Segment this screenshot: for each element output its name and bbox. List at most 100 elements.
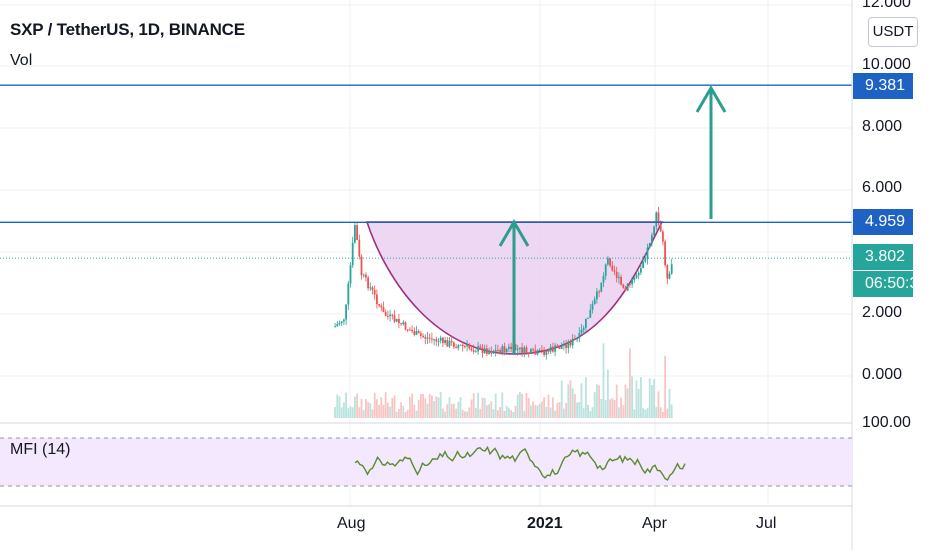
candle-body xyxy=(534,350,537,355)
volume-bar xyxy=(571,388,574,418)
volume-bar xyxy=(646,408,649,418)
candle-body xyxy=(452,342,455,348)
candle-body xyxy=(565,344,567,348)
candle-body xyxy=(490,351,493,354)
volume-bar xyxy=(567,384,570,418)
last-price-tag[interactable]: 3.802 xyxy=(853,244,913,270)
volume-bar xyxy=(492,409,495,418)
volume-bar xyxy=(538,403,541,418)
candle-body xyxy=(334,326,336,328)
candle-body xyxy=(435,339,438,342)
mfi-label[interactable]: MFI (14) xyxy=(10,441,71,458)
candle-body xyxy=(584,318,587,328)
candle-body xyxy=(562,344,565,346)
volume-bar xyxy=(551,397,554,418)
candle-body xyxy=(545,350,548,355)
candle-body xyxy=(395,318,398,322)
volume-bar xyxy=(635,380,638,418)
volume-bar xyxy=(565,402,567,418)
volume-label[interactable]: Vol xyxy=(10,52,33,69)
resistance-low-tag[interactable]: 4.959 xyxy=(853,209,913,235)
candle-body xyxy=(624,287,627,291)
price-label-6: 6.000 xyxy=(862,179,903,196)
volume-bar xyxy=(637,388,640,418)
volume-bar xyxy=(397,409,400,418)
candle-body xyxy=(554,345,556,352)
candle-body xyxy=(602,275,605,283)
candle-body xyxy=(369,287,372,289)
resistance-high-tag[interactable]: 9.381 xyxy=(853,73,913,99)
volume-bar xyxy=(369,403,372,418)
candle-body xyxy=(351,242,354,266)
mfi-line xyxy=(354,445,686,481)
volume-bar xyxy=(668,388,671,418)
volume-bar xyxy=(441,408,444,418)
volume-bar xyxy=(468,407,471,418)
volume-bar xyxy=(499,407,501,418)
target-arrows[interactable] xyxy=(498,85,727,354)
time-label-2021: 2021 xyxy=(527,515,563,532)
volume-bar xyxy=(573,394,576,418)
volume-bar xyxy=(353,396,356,418)
volume-bar xyxy=(340,407,343,418)
volume-bar xyxy=(598,385,600,418)
volume-bar xyxy=(413,404,416,418)
candle-body xyxy=(501,346,504,354)
price-label-0: 0.000 xyxy=(862,366,903,383)
candle-body xyxy=(525,347,528,353)
volume-bar xyxy=(617,407,620,418)
volume-bar xyxy=(620,397,622,418)
volume-bar xyxy=(529,405,532,418)
volume-bar xyxy=(444,411,446,418)
candle-body xyxy=(529,349,532,354)
candle-body xyxy=(595,291,598,300)
volume-bar xyxy=(606,369,609,418)
candle-body xyxy=(633,277,636,281)
candle-body xyxy=(455,347,457,349)
candle-body xyxy=(532,349,534,351)
candle-body xyxy=(655,212,658,227)
candle-body xyxy=(620,276,622,285)
volume-bar xyxy=(446,404,449,418)
volume-bar xyxy=(459,397,462,418)
symbol-title[interactable]: SXP / TetherUS, 1D, BINANCE xyxy=(10,20,245,39)
volume-bar xyxy=(664,355,666,418)
volume-bar xyxy=(578,402,581,418)
volume-bar xyxy=(435,396,438,418)
volume-bar xyxy=(642,408,644,418)
candle-body xyxy=(503,346,506,352)
volume-bar xyxy=(615,384,618,418)
candle-body xyxy=(626,283,629,291)
candle-body xyxy=(470,348,473,351)
volume-bar xyxy=(450,404,453,418)
candle-body xyxy=(481,347,484,354)
candle-body xyxy=(488,351,490,355)
volume-bar xyxy=(351,407,354,418)
candle-body xyxy=(400,323,402,325)
candle-body xyxy=(367,277,369,289)
candle-body xyxy=(479,346,482,348)
candle-body xyxy=(496,349,499,351)
volume-bar xyxy=(584,377,587,418)
candlesticks xyxy=(334,207,673,360)
volume-bar xyxy=(378,404,380,418)
candle-body xyxy=(582,327,585,330)
volume-bar xyxy=(422,394,424,418)
currency-unit-button[interactable]: USDT xyxy=(868,17,918,47)
candle-body xyxy=(362,274,365,276)
volume-bar xyxy=(558,402,561,418)
candle-body xyxy=(556,345,559,348)
volume-bar xyxy=(536,405,539,418)
volume-bar xyxy=(483,397,486,418)
candle-body xyxy=(617,276,620,278)
candle-body xyxy=(353,225,356,243)
candle-body xyxy=(450,340,453,343)
volume-bar xyxy=(358,407,361,418)
candle-body xyxy=(569,341,572,346)
candle-body xyxy=(578,332,581,339)
candle-body xyxy=(664,241,666,266)
candle-body xyxy=(419,333,422,336)
candle-body xyxy=(510,346,512,350)
volume-bar xyxy=(386,402,389,418)
candle-body xyxy=(661,231,664,242)
